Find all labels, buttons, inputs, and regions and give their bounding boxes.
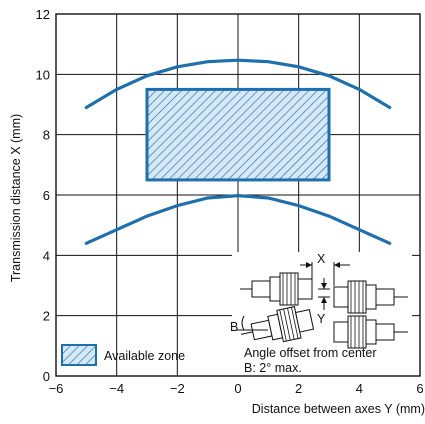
y-tick-label: 6 (43, 188, 50, 203)
inset-label-x: X (317, 252, 326, 266)
inset-illustration: X Y B Angle offset from c (230, 252, 412, 376)
inset-note-line1: Angle offset from center (244, 346, 376, 360)
legend-swatch (61, 344, 97, 366)
inset-note-line2: B: 2° max. (244, 361, 302, 375)
x-tick-label: 2 (295, 381, 302, 396)
inset-label-b: B (230, 320, 238, 334)
legend: Available zone (61, 344, 185, 366)
x-tick-label: −2 (170, 381, 185, 396)
sensor-head-bottom-left (240, 306, 315, 343)
inset-label-y: Y (317, 312, 326, 326)
y-axis-label: Transmission distance X (mm) (9, 114, 23, 282)
plot-frame (55, 13, 421, 377)
y-tick-label: 10 (36, 67, 50, 82)
x-tick-label: −6 (49, 381, 64, 396)
x-tick-label: −4 (109, 381, 124, 396)
y-tick-label: 8 (43, 128, 50, 143)
sensor-head-bottom-right (333, 315, 408, 349)
series (84, 58, 392, 245)
sensor-head-top-right (333, 280, 408, 314)
available-zone (145, 87, 331, 182)
y-tick-labels: 0 2 4 6 8 10 12 (36, 7, 50, 384)
sensor-head-top-left (240, 272, 313, 306)
series-line-1 (84, 58, 392, 110)
y-tick-label: 0 (43, 369, 50, 384)
x-axis-label: Distance between axes Y (mm) (252, 402, 425, 416)
y-tick-label: 12 (36, 7, 50, 22)
available-zone-rect (145, 87, 331, 182)
y-tick-label: 2 (43, 309, 50, 324)
y-tick-label: 4 (43, 248, 50, 263)
x-tick-label: 4 (356, 381, 363, 396)
x-tick-labels: −6 −4 −2 0 2 4 6 (49, 381, 424, 396)
x-tick-label: 0 (234, 381, 241, 396)
x-tick-label: 6 (416, 381, 423, 396)
series-line-2 (84, 193, 392, 245)
legend-label: Available zone (104, 349, 185, 363)
inset-background (232, 252, 412, 376)
